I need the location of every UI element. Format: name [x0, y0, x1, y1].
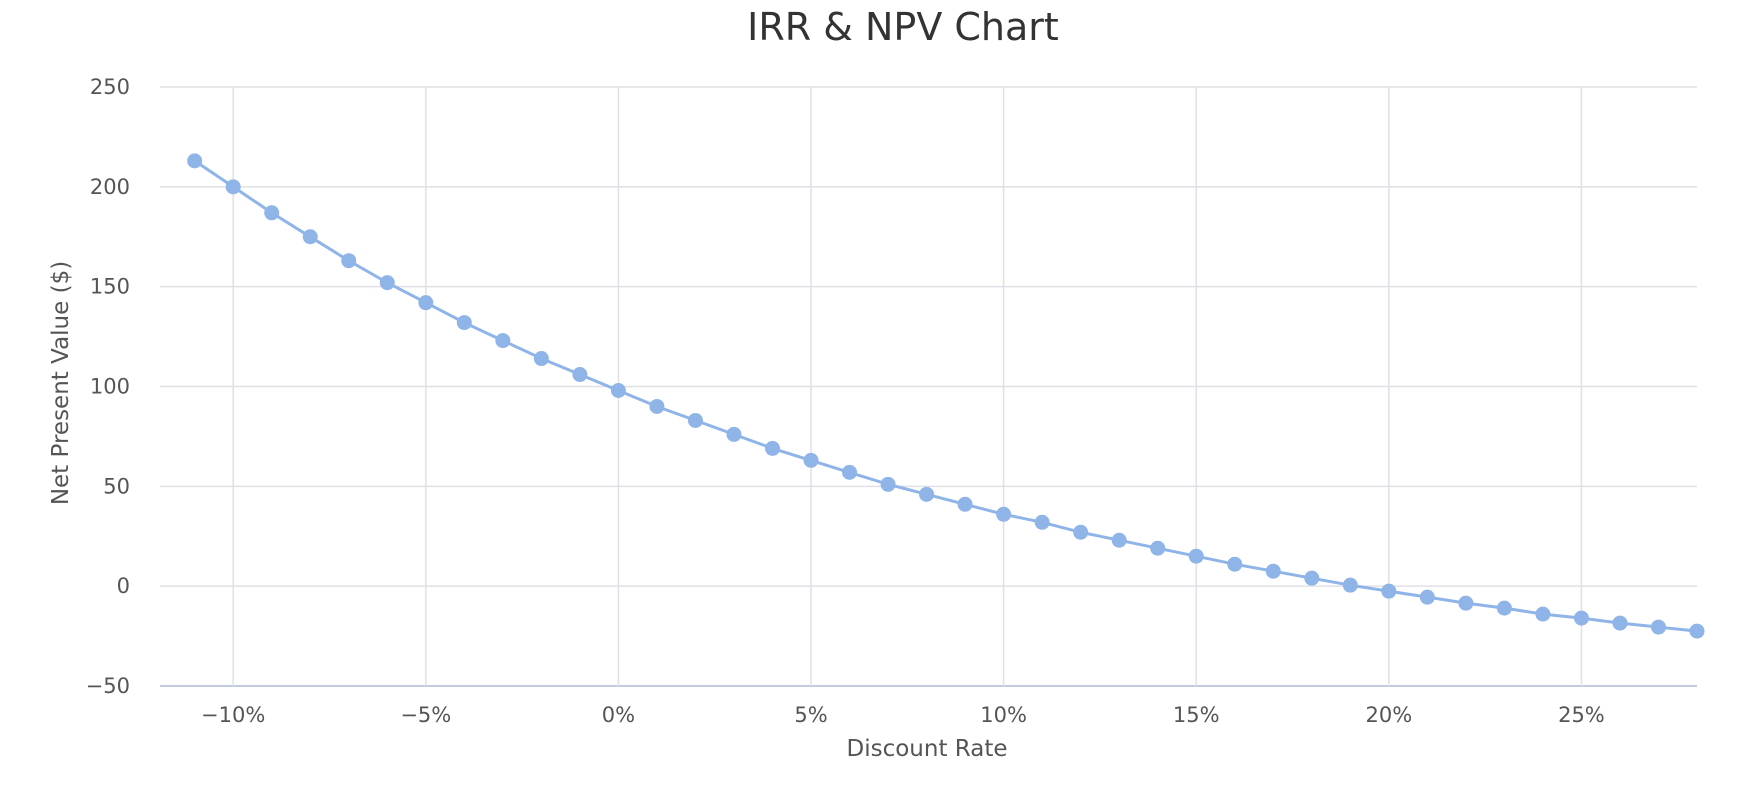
x-tick-label: 0%	[602, 703, 635, 727]
data-point	[302, 229, 318, 245]
series-layer	[187, 153, 1705, 639]
data-point	[1381, 583, 1397, 599]
data-point	[803, 452, 819, 468]
data-point	[610, 382, 626, 398]
data-point	[1689, 623, 1705, 639]
data-point	[957, 496, 973, 512]
data-point	[187, 153, 203, 169]
data-point	[996, 506, 1012, 522]
data-point	[456, 315, 472, 331]
data-point	[1612, 615, 1628, 631]
data-point	[919, 486, 935, 502]
data-point	[1150, 540, 1166, 556]
data-point	[1419, 589, 1435, 605]
series-line	[193, 159, 1698, 633]
data-point	[264, 205, 280, 221]
y-axis-title: Net Present Value ($)	[48, 261, 74, 505]
data-point	[1650, 619, 1666, 635]
y-tick-label: −50	[86, 674, 130, 698]
data-point	[495, 333, 511, 349]
data-point	[1535, 606, 1551, 622]
x-tick-label: 25%	[1558, 703, 1605, 727]
x-tick-label: 10%	[980, 703, 1027, 727]
y-tick-label: 150	[90, 275, 130, 299]
data-point	[341, 253, 357, 269]
data-point	[1111, 532, 1127, 548]
data-point	[1458, 595, 1474, 611]
data-point	[225, 179, 241, 195]
y-tick-label: 250	[90, 75, 130, 99]
data-point	[533, 351, 549, 367]
data-point	[1573, 610, 1589, 626]
y-tick-label: 200	[90, 175, 130, 199]
data-point	[379, 275, 395, 291]
x-tick-label: 15%	[1173, 703, 1220, 727]
chart-title: IRR & NPV Chart	[747, 5, 1059, 49]
data-point	[1188, 548, 1204, 564]
data-point	[1073, 524, 1089, 540]
data-point	[726, 426, 742, 442]
x-tick-label: 20%	[1365, 703, 1412, 727]
data-point	[880, 476, 896, 492]
x-tick-label: −10%	[201, 703, 265, 727]
x-axis-title: Discount Rate	[846, 736, 1007, 762]
y-tick-label: 0	[117, 574, 130, 598]
data-point	[764, 440, 780, 456]
x-axis-ticks: −10% −5% 0% 5% 10% 15% 20% 25%	[201, 703, 1605, 727]
data-point	[1304, 570, 1320, 586]
data-point	[418, 295, 434, 311]
x-tick-label: −5%	[400, 703, 451, 727]
data-point	[649, 398, 665, 414]
x-tick-label: 5%	[794, 703, 827, 727]
data-point	[1265, 563, 1281, 579]
data-point	[1496, 600, 1512, 616]
y-tick-label: 50	[103, 474, 130, 498]
data-point	[1034, 514, 1050, 530]
data-point	[842, 464, 858, 480]
y-tick-label: 100	[90, 375, 130, 399]
data-point	[1342, 577, 1358, 593]
data-point	[572, 367, 588, 383]
data-point	[687, 412, 703, 428]
y-axis-ticks: −50 0 50 100 150 200 250	[86, 75, 130, 698]
data-point	[1227, 556, 1243, 572]
